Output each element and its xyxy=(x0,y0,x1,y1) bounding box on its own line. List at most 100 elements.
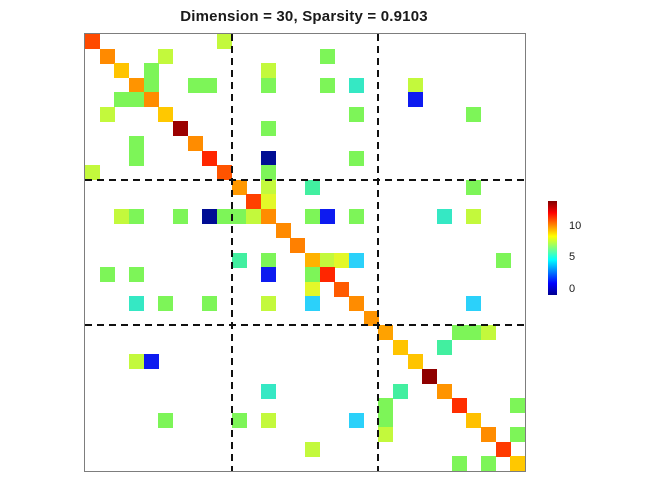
matrix-cell xyxy=(378,325,394,341)
matrix-cell xyxy=(261,121,276,137)
matrix-cell xyxy=(378,412,394,428)
matrix-cell xyxy=(99,267,115,283)
matrix-cell xyxy=(246,194,262,210)
matrix-cell xyxy=(378,427,394,443)
matrix-cell xyxy=(173,121,188,137)
matrix-cell xyxy=(466,179,482,195)
matrix-cell xyxy=(437,208,452,224)
matrix-cell xyxy=(85,34,100,49)
matrix-cell xyxy=(129,150,144,166)
matrix-cell xyxy=(231,179,247,195)
chart-title: Dimension = 30, Sparsity = 0.9103 xyxy=(180,8,428,25)
matrix-cell xyxy=(129,77,144,93)
matrix-cell xyxy=(231,252,247,268)
matrix-cell xyxy=(407,92,423,108)
matrix-cell xyxy=(349,412,364,428)
matrix-cell xyxy=(261,383,276,399)
matrix-cell xyxy=(261,267,276,283)
matrix-cell xyxy=(290,237,306,253)
matrix-cell xyxy=(407,77,423,93)
matrix-cell xyxy=(481,456,496,472)
matrix-cell xyxy=(217,34,232,49)
matrix-cell xyxy=(173,208,188,224)
matrix-cell xyxy=(451,325,467,341)
matrix-cell xyxy=(129,267,144,283)
matrix-cell xyxy=(158,412,174,428)
matrix-cell xyxy=(261,412,276,428)
matrix-cell xyxy=(85,165,100,181)
matrix-cell xyxy=(187,135,203,151)
matrix-cell xyxy=(393,339,408,355)
matrix-cell xyxy=(393,383,408,399)
matrix-cell xyxy=(334,252,350,268)
matrix-cell xyxy=(481,427,496,443)
colorbar-tick-label: 10 xyxy=(569,220,582,233)
matrix-cell xyxy=(143,77,159,93)
block-divider-vertical xyxy=(377,34,380,471)
matrix-cell xyxy=(422,369,438,385)
matrix-cell xyxy=(319,208,335,224)
colorbar-tick-label: 0 xyxy=(569,282,576,295)
matrix-cell xyxy=(129,354,144,370)
matrix-cell xyxy=(143,354,159,370)
heatmap-plot-area xyxy=(84,33,526,472)
matrix-cell xyxy=(349,252,364,268)
matrix-cell xyxy=(319,48,335,64)
matrix-cell xyxy=(143,63,159,79)
matrix-cell xyxy=(466,412,482,428)
matrix-cell xyxy=(451,456,467,472)
matrix-cell xyxy=(99,48,115,64)
matrix-cell xyxy=(202,296,218,312)
matrix-cell xyxy=(363,310,379,326)
matrix-cell xyxy=(319,252,335,268)
matrix-cell xyxy=(114,208,130,224)
matrix-cell xyxy=(99,106,115,122)
matrix-cell xyxy=(437,383,452,399)
matrix-cell xyxy=(261,208,276,224)
matrix-cell xyxy=(495,441,511,457)
matrix-cell xyxy=(349,77,364,93)
matrix-cell xyxy=(319,77,335,93)
colorbar: 0 5 10 xyxy=(548,201,581,295)
matrix-cell xyxy=(231,208,247,224)
matrix-cell xyxy=(466,296,482,312)
matrix-cell xyxy=(158,48,174,64)
matrix-cell xyxy=(114,63,130,79)
matrix-cell xyxy=(202,208,218,224)
matrix-cell xyxy=(349,150,364,166)
matrix-cell xyxy=(129,296,144,312)
matrix-cell xyxy=(202,77,218,93)
matrix-cell xyxy=(510,398,526,414)
matrix-cell xyxy=(261,179,276,195)
matrix-cell xyxy=(349,208,364,224)
matrix-cell xyxy=(495,252,511,268)
matrix-cell xyxy=(305,281,320,297)
matrix-cell xyxy=(349,106,364,122)
matrix-cell xyxy=(129,135,144,151)
matrix-cell xyxy=(246,208,262,224)
matrix-cell xyxy=(349,296,364,312)
matrix-cell xyxy=(305,296,320,312)
block-divider-horizontal xyxy=(85,324,525,327)
colorbar-tick-label: 5 xyxy=(569,251,576,264)
matrix-cell xyxy=(261,194,276,210)
matrix-cell xyxy=(261,165,276,181)
matrix-cell xyxy=(129,92,144,108)
matrix-cell xyxy=(510,456,526,472)
matrix-cell xyxy=(378,398,394,414)
matrix-cell xyxy=(275,223,291,239)
matrix-cell xyxy=(261,77,276,93)
matrix-cell xyxy=(231,412,247,428)
matrix-cell xyxy=(114,92,130,108)
matrix-cell xyxy=(407,354,423,370)
matrix-cell xyxy=(481,325,496,341)
block-divider-horizontal xyxy=(85,178,525,181)
block-divider-vertical xyxy=(230,34,233,471)
matrix-cell xyxy=(305,441,320,457)
matrix-cell xyxy=(437,339,452,355)
matrix-cell xyxy=(305,208,320,224)
matrix-cell xyxy=(466,325,482,341)
matrix-cell xyxy=(466,106,482,122)
colorbar-gradient xyxy=(548,201,557,295)
